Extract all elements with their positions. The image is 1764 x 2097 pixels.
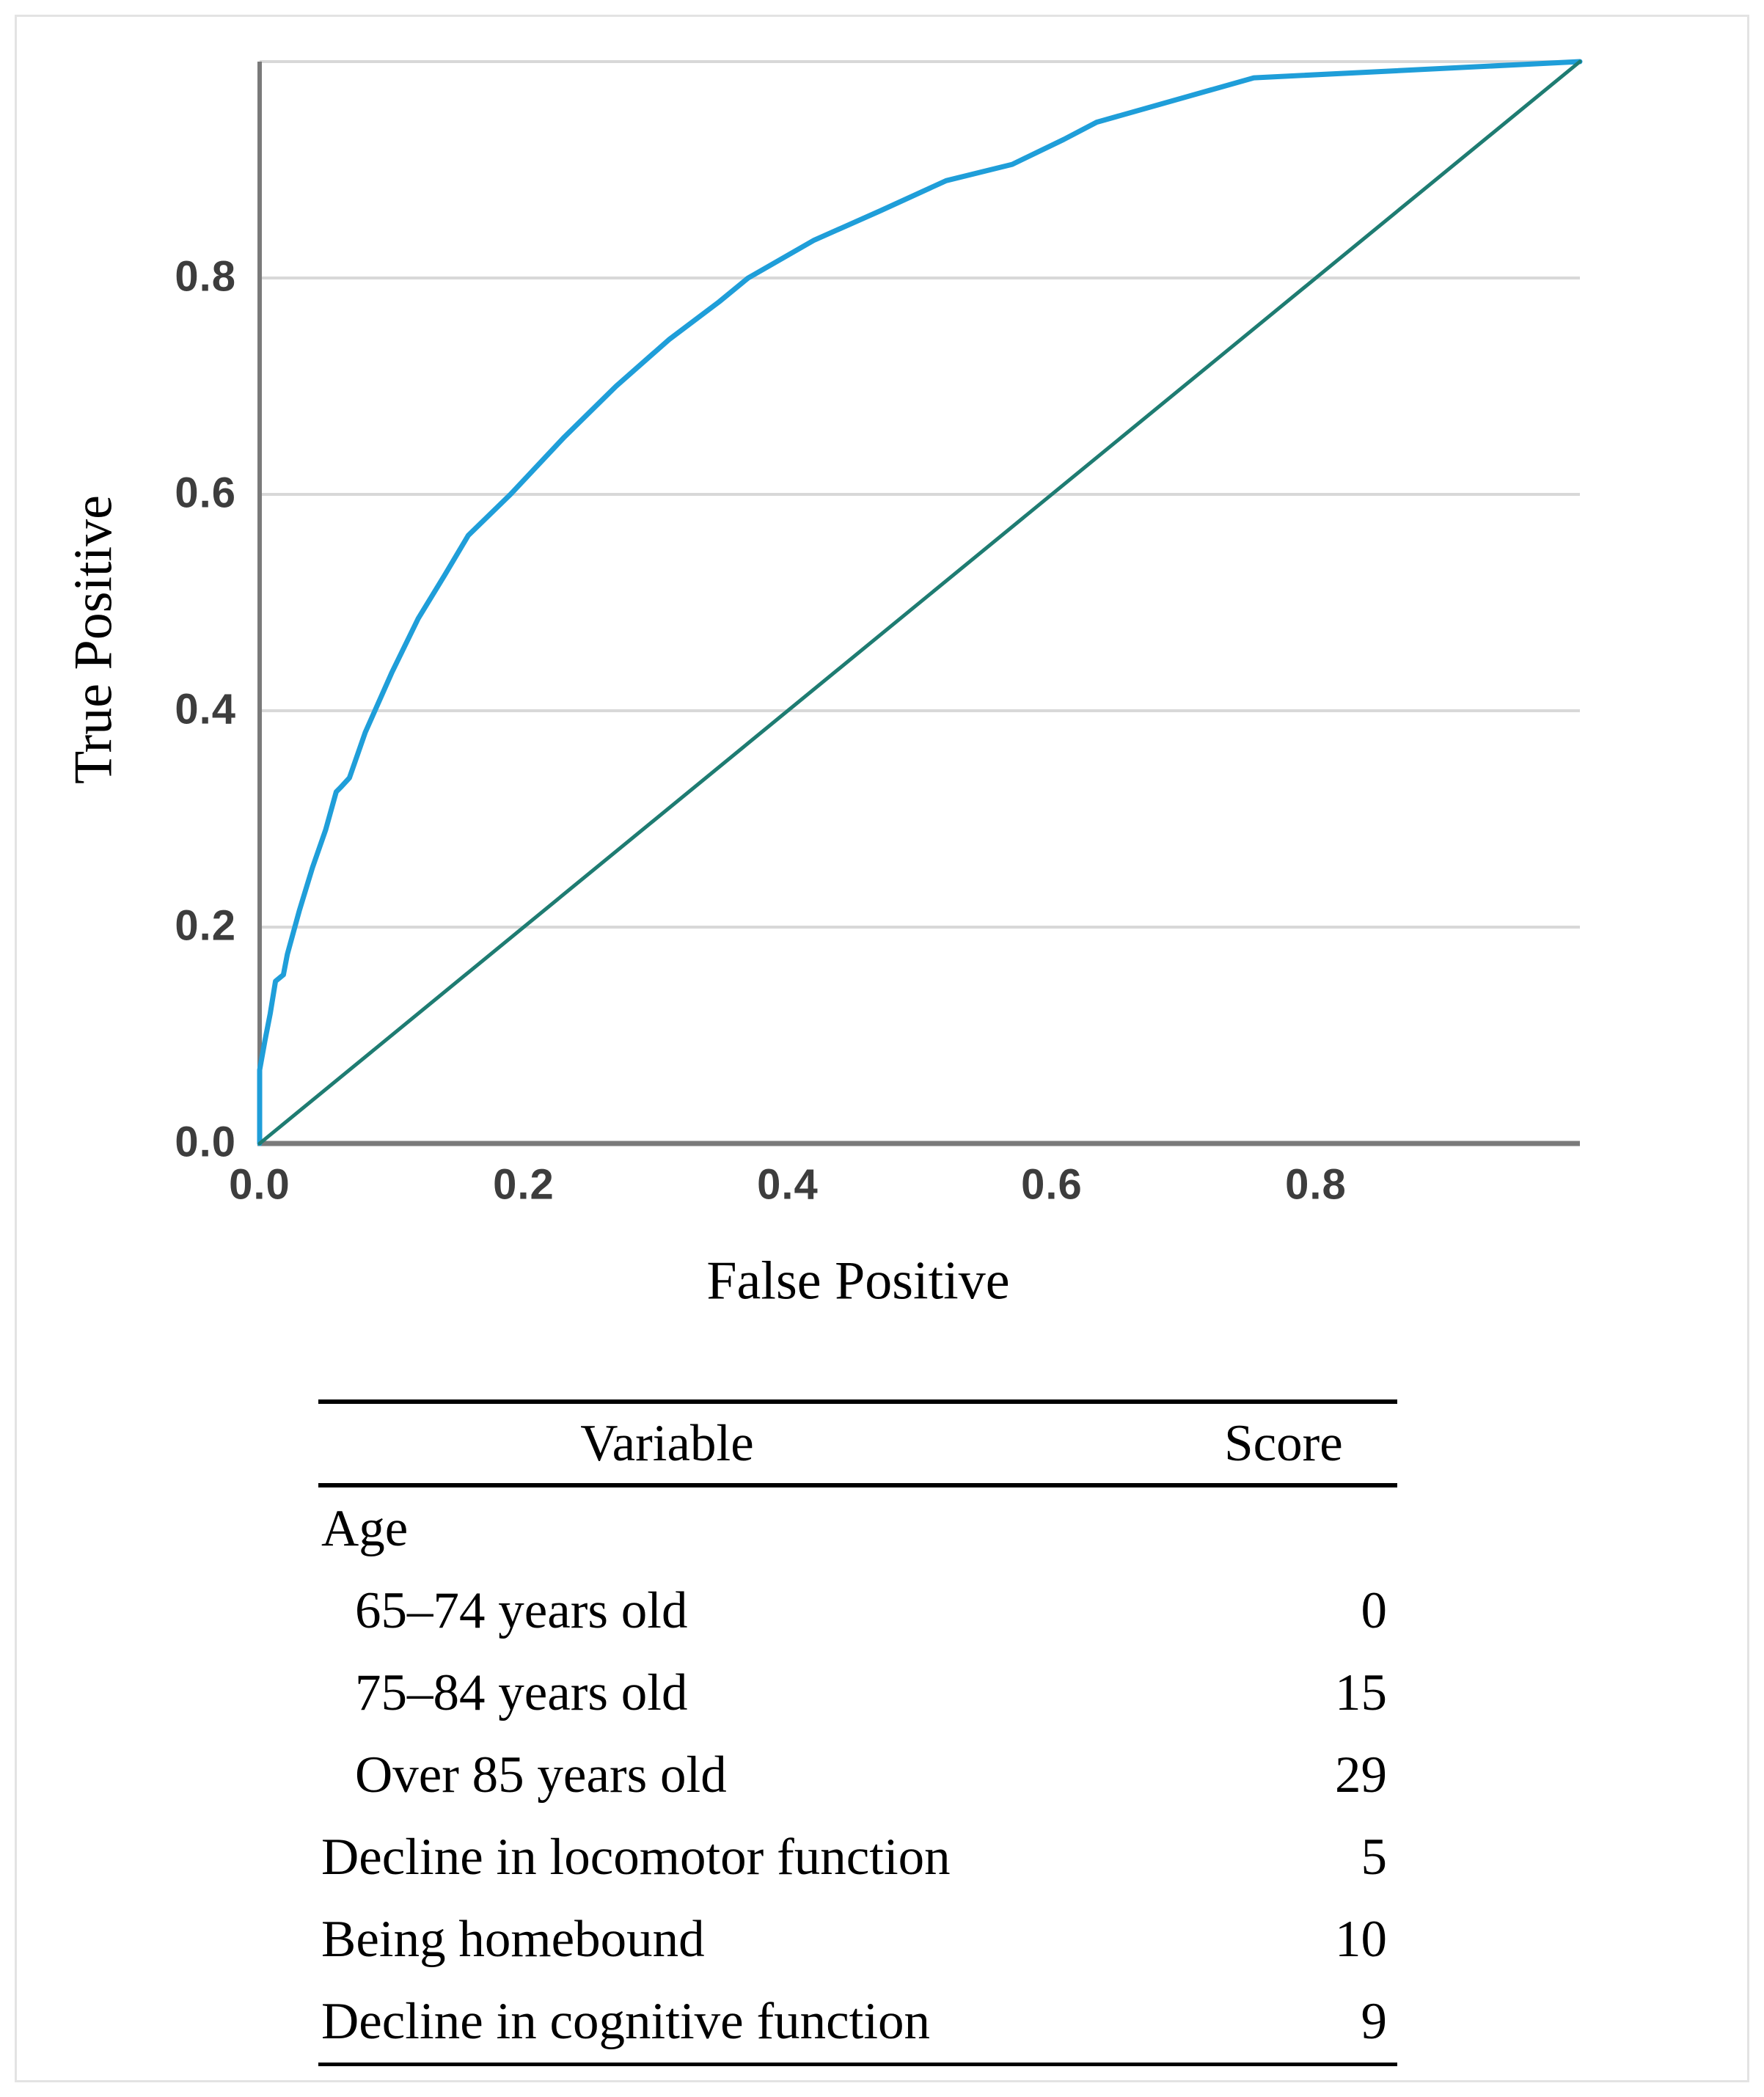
row-score: 9	[1361, 1992, 1388, 2050]
row-score: 15	[1335, 1664, 1387, 1721]
roc-chart: 0.0 0.2 0.4 0.6 0.8 0.0 0.2 0.4 0.6 0.8	[175, 59, 1583, 1209]
row-label: Decline in locomotor function	[321, 1828, 951, 1886]
score-table: Variable Score Age 65–74 years old 0 75–…	[318, 1399, 1397, 2066]
x-tick-label: 0.0	[229, 1161, 290, 1209]
y-tick-label: 0.4	[175, 685, 236, 733]
x-tick-label: 0.4	[757, 1161, 819, 1209]
table-row: 75–84 years old 15	[318, 1652, 1397, 1734]
y-tick-label: 0.2	[175, 901, 236, 949]
x-tick-label: 0.6	[1021, 1161, 1083, 1209]
roc_curve-line	[257, 59, 1583, 1146]
row-label: Over 85 years old	[355, 1746, 727, 1804]
table-header-row: Variable Score	[318, 1404, 1397, 1487]
row-label: 75–84 years old	[355, 1664, 688, 1721]
x-tick-label: 0.8	[1285, 1161, 1347, 1209]
y-axis-title: True Positive	[63, 494, 124, 785]
table-row: Being homebound 10	[318, 1898, 1397, 1980]
y-tick-label: 0.0	[175, 1118, 236, 1165]
table-row: Age	[318, 1487, 1397, 1570]
row-label: Age	[321, 1499, 409, 1557]
table-header-score: Score	[1224, 1414, 1343, 1472]
reference_diagonal-line	[257, 59, 1582, 1146]
row-score: 10	[1335, 1910, 1387, 1968]
table-header-variable: Variable	[580, 1414, 754, 1472]
table-row: 65–74 years old 0	[318, 1570, 1397, 1652]
y-tick-label: 0.8	[175, 252, 236, 300]
x-tick-label: 0.2	[493, 1161, 555, 1209]
x-axis-title: False Positive	[706, 1251, 1010, 1311]
row-score: 29	[1335, 1746, 1387, 1804]
row-label: Decline in cognitive function	[321, 1992, 931, 2050]
table-row: Over 85 years old 29	[318, 1734, 1397, 1816]
row-label: 65–74 years old	[355, 1581, 688, 1639]
y-tick-label: 0.6	[175, 469, 236, 516]
row-score: 0	[1361, 1581, 1388, 1639]
row-score: 5	[1361, 1828, 1388, 1886]
table-row: Decline in locomotor function 5	[318, 1816, 1397, 1898]
row-label: Being homebound	[321, 1910, 705, 1968]
table-row: Decline in cognitive function 9	[318, 1980, 1397, 2063]
